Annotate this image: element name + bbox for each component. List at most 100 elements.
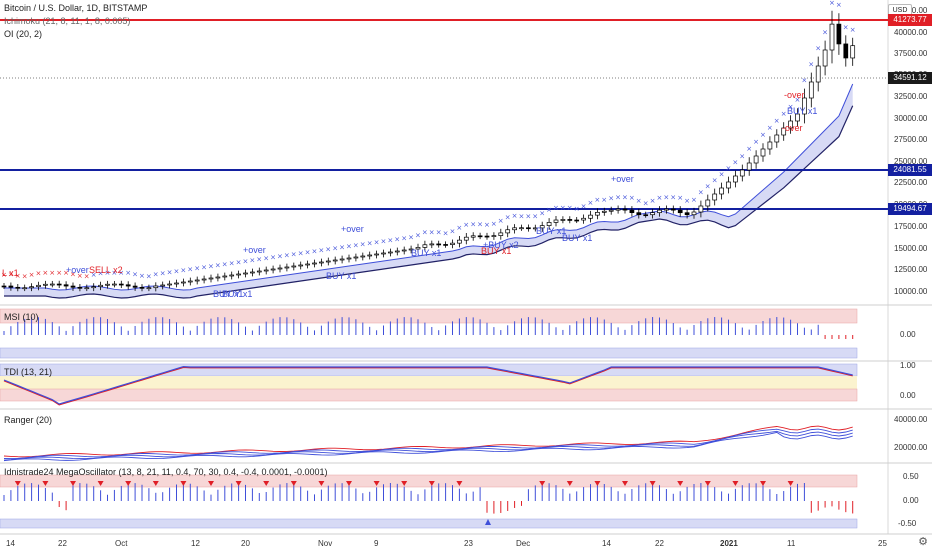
ranger-title[interactable]: Ranger (20) (4, 415, 53, 425)
svg-text:×: × (525, 212, 531, 220)
price-tick: 22500.00 (894, 178, 928, 187)
svg-text:×: × (236, 259, 242, 267)
signal-buy-x1-c: BUY x1 (326, 271, 356, 281)
svg-text:×: × (84, 273, 90, 281)
svg-text:×: × (284, 252, 290, 260)
symbol-title[interactable]: Bitcoin / U.S. Dollar, 1D, BITSTAMP (4, 3, 148, 13)
signal-buy-x1-g: BUY x1 (562, 233, 592, 243)
svg-text:×: × (836, 1, 842, 9)
ranger-bands (3, 425, 853, 462)
price-tick: 12500.00 (894, 265, 928, 274)
svg-text:×: × (394, 236, 400, 244)
date-tick: 11 (787, 539, 796, 548)
svg-text:×: × (574, 205, 580, 213)
ichimoku-cloud (4, 84, 853, 298)
svg-text:×: × (760, 131, 766, 139)
date-tick: 14 (602, 539, 611, 548)
svg-text:×: × (408, 234, 414, 242)
signal-over-6: -over (782, 123, 803, 133)
svg-text:×: × (167, 269, 173, 277)
price-tick: 40000.00 (894, 28, 928, 37)
svg-text:×: × (829, 0, 835, 7)
mega-title[interactable]: Idnistrade24 MegaOscillator (13, 8, 21, … (4, 467, 328, 477)
svg-text:×: × (615, 194, 621, 202)
gear-icon[interactable]: ⚙ (918, 536, 928, 548)
date-axis: 14 22 Oct 12 20 Nov 9 23 Dec 14 22 2021 … (6, 539, 887, 548)
signal-buy-x1-h: BUY x1 (787, 106, 817, 116)
svg-text:×: × (194, 265, 200, 273)
svg-text:×: × (111, 269, 117, 277)
indicator-ichimoku-title[interactable]: Ichimoku (21, 8, 11, 1, 8, 0.005) (4, 16, 131, 26)
svg-text:×: × (77, 272, 83, 280)
svg-text:×: × (367, 240, 373, 248)
indicator-oi-title[interactable]: OI (20, 2) (4, 29, 43, 39)
msi-tick: 0.00 (900, 330, 916, 339)
svg-text:×: × (360, 241, 366, 249)
signal-buy-x1-d: BUY x1 (411, 248, 441, 258)
signal-sell-x2: SELL x2 (89, 265, 123, 275)
price-tag-24081: 24081.55 (888, 164, 932, 176)
svg-text:×: × (477, 221, 483, 229)
signal-buy-x2: +BUY x2 (483, 240, 519, 250)
date-tick: 25 (878, 539, 887, 548)
svg-text:×: × (601, 196, 607, 204)
svg-text:×: × (808, 61, 814, 69)
svg-text:×: × (105, 269, 111, 277)
svg-text:×: × (249, 257, 255, 265)
svg-text:×: × (512, 212, 518, 220)
svg-text:×: × (346, 243, 352, 251)
date-tick: Nov (318, 539, 332, 548)
svg-text:×: × (450, 228, 456, 236)
price-tick: 10000.00 (894, 287, 928, 296)
svg-text:×: × (705, 183, 711, 191)
svg-text:×: × (608, 195, 614, 203)
price-tick: 15000.00 (894, 244, 928, 253)
svg-text:×: × (443, 229, 449, 237)
svg-text:×: × (622, 194, 628, 202)
svg-text:×: × (325, 246, 331, 254)
tdi-tick-bottom: 0.00 (900, 391, 916, 400)
svg-text:×: × (670, 194, 676, 202)
svg-text:×: × (15, 272, 21, 280)
msi-title[interactable]: MSI (10) (4, 312, 39, 322)
svg-text:×: × (332, 245, 338, 253)
svg-text:×: × (263, 255, 269, 263)
price-tag-current: 34591.12 (888, 72, 932, 84)
svg-text:×: × (519, 213, 525, 221)
mega-oscillator-histogram (3, 481, 854, 525)
signal-over-2: +over (243, 245, 266, 255)
svg-text:×: × (422, 229, 428, 237)
svg-text:×: × (546, 206, 552, 214)
date-tick: 22 (655, 539, 664, 548)
svg-text:×: × (788, 103, 794, 111)
svg-text:×: × (8, 270, 14, 278)
date-tick: 23 (464, 539, 473, 548)
svg-text:×: × (732, 159, 738, 167)
mega-tick-mid: 0.00 (903, 496, 919, 505)
signal-labels: L x1 +over SELL x2 BUY x1 BUY x1 +over B… (2, 90, 817, 299)
svg-text:×: × (139, 272, 145, 280)
cloud-lower-line (4, 105, 854, 299)
svg-text:×: × (532, 213, 538, 221)
svg-text:×: × (401, 235, 407, 243)
svg-text:×: × (746, 145, 752, 153)
svg-text:×: × (56, 269, 62, 277)
tdi-title[interactable]: TDI (13, 21) (4, 367, 53, 377)
svg-text:×: × (91, 271, 97, 279)
svg-text:×: × (118, 269, 124, 277)
date-tick: Oct (115, 539, 128, 548)
svg-text:×: × (663, 194, 669, 202)
ranger-tick-bottom: 20000.00 (894, 443, 928, 452)
tdi-line-red (3, 366, 853, 406)
svg-text:×: × (463, 221, 469, 229)
svg-text:×: × (801, 77, 807, 85)
svg-text:×: × (201, 264, 207, 272)
signal-buy-x1-f: BUY x1 (536, 226, 566, 236)
svg-text:×: × (298, 250, 304, 258)
svg-text:×: × (436, 229, 442, 237)
svg-text:×: × (153, 270, 159, 278)
price-tick: 32500.00 (894, 92, 928, 101)
msi-histogram (3, 317, 854, 339)
svg-text:×: × (98, 270, 104, 278)
